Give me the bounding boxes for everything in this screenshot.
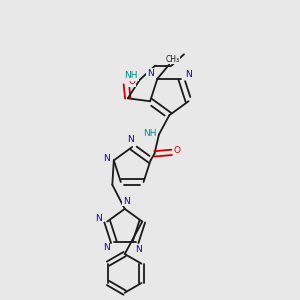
Text: N: N	[147, 69, 153, 78]
Text: O: O	[128, 77, 135, 86]
Text: N: N	[127, 135, 134, 144]
Text: N: N	[135, 245, 142, 254]
Text: N: N	[103, 243, 110, 252]
Text: N: N	[103, 154, 110, 164]
Text: O: O	[173, 146, 181, 155]
Text: N: N	[95, 214, 102, 223]
Text: NH: NH	[124, 71, 138, 80]
Text: N: N	[123, 197, 130, 206]
Text: NH: NH	[143, 129, 157, 138]
Text: N: N	[185, 70, 192, 79]
Text: CH₃: CH₃	[165, 55, 179, 64]
